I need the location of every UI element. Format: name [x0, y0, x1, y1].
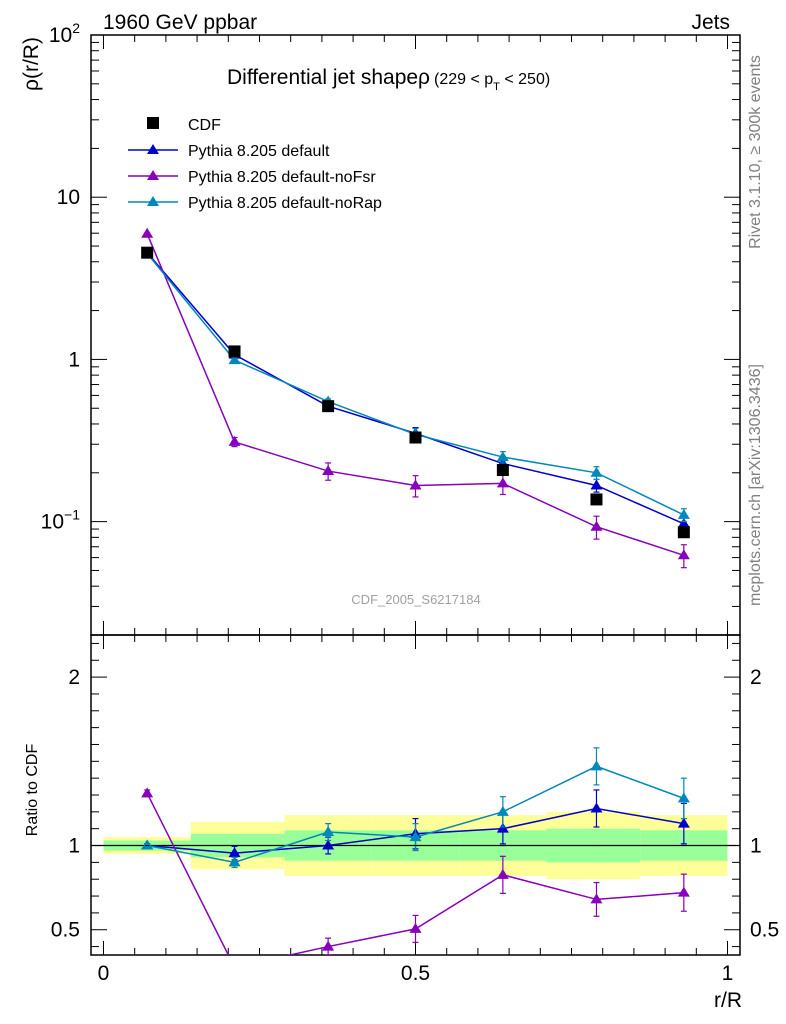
cdf-data-point: [322, 400, 335, 413]
ratio-marker: [228, 856, 241, 867]
ratio-y-tick-label-right: 2: [750, 666, 762, 689]
legend-norap-label: Pythia 8.205 default-noRap: [188, 195, 382, 212]
legend-default-marker: [147, 144, 159, 154]
axis-ticks: [91, 34, 740, 955]
series-marker: [590, 466, 603, 477]
ratio-y-axis-label: Ratio to CDF: [24, 744, 41, 837]
header-process-label: Jets: [691, 11, 730, 34]
ratio-marker: [590, 760, 603, 771]
series-marker: [322, 465, 335, 476]
ratio-y-tick-label: 2: [68, 666, 80, 689]
legend-cdf-marker: [147, 117, 159, 129]
cdf-data-point: [228, 345, 241, 358]
series-marker: [141, 227, 154, 238]
main-y-axis-label: ρ(r/R): [20, 37, 43, 91]
ratio-marker: [409, 922, 422, 933]
ratio-marker: [322, 826, 335, 837]
x-axis-label: r/R: [714, 989, 742, 1012]
y-tick-label: 102: [49, 20, 80, 47]
chart-title-range-tail: < 250): [500, 71, 550, 88]
series-marker: [228, 435, 241, 446]
ratio-marker: [228, 847, 241, 858]
ratio-marker: [590, 893, 603, 904]
cdf-data-point: [677, 526, 690, 539]
data-series: [141, 227, 690, 971]
series-marker: [409, 479, 422, 490]
x-tick-label: 0.5: [401, 962, 430, 985]
rivet-version-label: Rivet 3.1.10, ≥ 300k events: [747, 55, 764, 249]
chart-title-range-index: T: [493, 81, 500, 93]
ratio-series-1: [141, 787, 690, 971]
x-tick-label: 1: [722, 962, 734, 985]
ratio-marker: [409, 831, 422, 842]
ratio-y-tick-label-right: 1: [750, 835, 762, 858]
cdf-data-point: [141, 246, 154, 259]
ratio-marker: [229, 961, 241, 971]
legend-cdf-label: CDF: [188, 117, 221, 134]
y-tick-label: 10: [57, 186, 80, 209]
series-line: [146, 233, 685, 557]
series-marker: [677, 517, 690, 528]
mcplots-label: mcplots.cern.ch [arXiv:1306.3436]: [747, 364, 764, 606]
series-marker: [677, 508, 690, 519]
ratio-marker: [677, 792, 690, 803]
cdf-data-point: [496, 464, 509, 477]
series-marker: [496, 451, 509, 462]
ratio-marker: [141, 787, 154, 798]
legend-norap-marker: [147, 196, 159, 206]
ratio-marker: [496, 805, 509, 816]
y-tick-label: 1: [68, 348, 80, 371]
ratio-plot-frame: [90, 634, 741, 956]
ratio-marker: [590, 802, 603, 813]
ratio-marker: [677, 817, 690, 828]
cdf-data-point: [590, 493, 603, 506]
axis-tick-labels: 0 0.5 1 10−1 1 10 102 0.5 0.5 1 1 2 2: [41, 20, 780, 985]
ratio-marker: [677, 886, 690, 897]
series-marker: [228, 354, 241, 365]
header-energy-label: 1960 GeV ppbar: [103, 11, 257, 34]
y-tick-label: 10−1: [41, 507, 81, 534]
series-cdf: [141, 246, 690, 847]
legend: CDF Pythia 8.205 default Pythia 8.205 de…: [128, 117, 382, 212]
legend-nofsr-label: Pythia 8.205 default-noFsr: [188, 169, 376, 186]
ratio-marker: [322, 839, 335, 850]
ratio-y-tick-label: 0.5: [51, 919, 80, 942]
analysis-watermark: CDF_2005_S6217184: [351, 592, 480, 607]
legend-nofsr-marker: [147, 170, 159, 180]
cdf-data-point: [409, 431, 422, 444]
ratio-y-tick-label: 1: [68, 835, 80, 858]
ratio-y-tick-label-right: 0.5: [750, 919, 779, 942]
series-marker: [677, 549, 690, 560]
chart-title-range: (229 < p: [434, 71, 493, 88]
chart-title-main: Differential jet shapeρ: [227, 66, 430, 89]
ratio-series-2: [141, 747, 690, 869]
series-marker: [590, 520, 603, 531]
series-1: [141, 227, 690, 569]
series-marker: [496, 477, 509, 488]
ratio-marker: [496, 822, 509, 833]
legend-default-label: Pythia 8.205 default: [188, 143, 330, 160]
ratio-marker: [322, 940, 335, 951]
ratio-marker: [496, 868, 509, 879]
chart-title: Differential jet shapeρ (229 < pT < 250): [227, 66, 550, 93]
x-tick-label: 0: [98, 962, 110, 985]
ratio-marker: [141, 839, 154, 850]
series-marker: [590, 479, 603, 490]
